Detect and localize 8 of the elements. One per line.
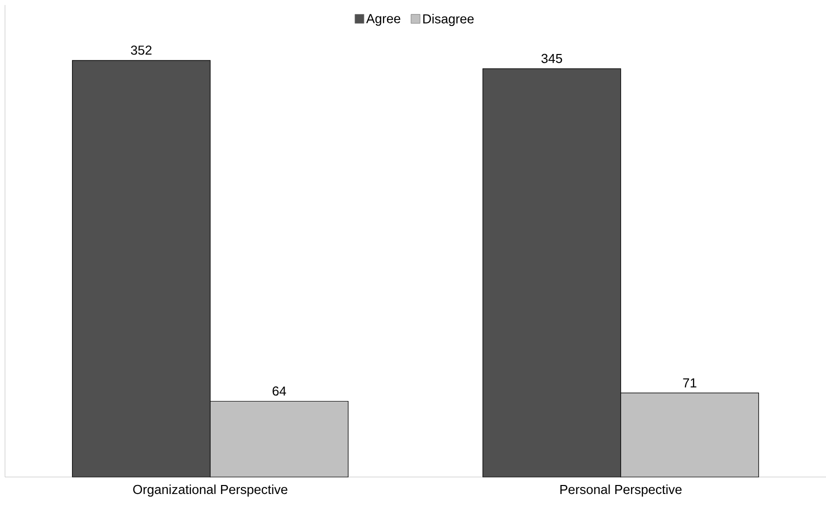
x-tick-label: Personal Perspective xyxy=(560,484,682,497)
data-label: 71 xyxy=(683,378,696,388)
x-tick-label: Organizational Perspective xyxy=(133,484,288,497)
legend-label: Agree xyxy=(366,14,400,26)
data-label: 345 xyxy=(541,54,562,64)
data-label: 352 xyxy=(130,46,152,55)
data-label: 64 xyxy=(272,386,286,396)
legend-label: Disagree xyxy=(423,14,474,26)
